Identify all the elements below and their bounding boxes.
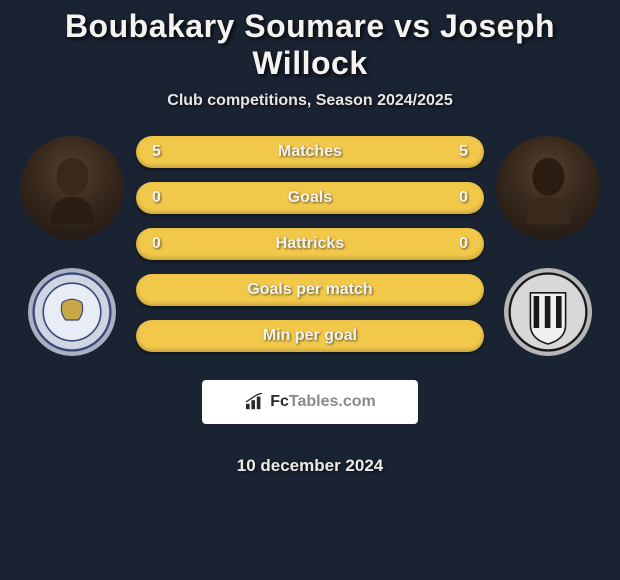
left-club-badge bbox=[28, 268, 116, 356]
stat-left-value: 0 bbox=[152, 235, 176, 253]
stat-label: Hattricks bbox=[176, 235, 444, 253]
page-title: Boubakary Soumare vs Joseph Willock bbox=[10, 8, 610, 82]
club-crest-icon bbox=[32, 272, 112, 352]
stat-left-value: 5 bbox=[152, 143, 176, 161]
stat-row-goals: 0 Goals 0 bbox=[136, 182, 484, 214]
right-player-avatar bbox=[496, 136, 600, 240]
stats-column: 5 Matches 5 0 Goals 0 0 Hattricks 0 Goal… bbox=[136, 134, 484, 476]
stat-label: Min per goal bbox=[176, 327, 444, 345]
stat-label: Matches bbox=[176, 143, 444, 161]
person-icon bbox=[36, 152, 109, 225]
person-icon bbox=[512, 152, 585, 225]
stat-row-min-per-goal: Min per goal bbox=[136, 320, 484, 352]
comparison-card: Boubakary Soumare vs Joseph Willock Club… bbox=[0, 0, 620, 484]
stat-left-value: 0 bbox=[152, 189, 176, 207]
source-attribution: FcTables.com bbox=[202, 380, 418, 424]
stat-right-value: 0 bbox=[444, 189, 468, 207]
stat-row-hattricks: 0 Hattricks 0 bbox=[136, 228, 484, 260]
stat-row-matches: 5 Matches 5 bbox=[136, 136, 484, 168]
right-club-badge bbox=[504, 268, 592, 356]
source-brand: FcTables.com bbox=[270, 393, 376, 411]
right-player-column bbox=[496, 134, 600, 356]
club-crest-icon bbox=[508, 272, 588, 352]
stat-right-value: 5 bbox=[444, 143, 468, 161]
left-player-avatar bbox=[20, 136, 124, 240]
stat-row-goals-per-match: Goals per match bbox=[136, 274, 484, 306]
date-text: 10 december 2024 bbox=[136, 456, 484, 476]
source-suffix: Tables.com bbox=[289, 393, 376, 410]
main-row: 5 Matches 5 0 Goals 0 0 Hattricks 0 Goal… bbox=[10, 134, 610, 476]
source-prefix: Fc bbox=[270, 393, 289, 410]
stat-right-value: 0 bbox=[444, 235, 468, 253]
left-player-column bbox=[20, 134, 124, 356]
subtitle: Club competitions, Season 2024/2025 bbox=[10, 92, 610, 110]
stat-label: Goals per match bbox=[176, 281, 444, 299]
bar-chart-icon bbox=[244, 393, 266, 411]
stat-label: Goals bbox=[176, 189, 444, 207]
